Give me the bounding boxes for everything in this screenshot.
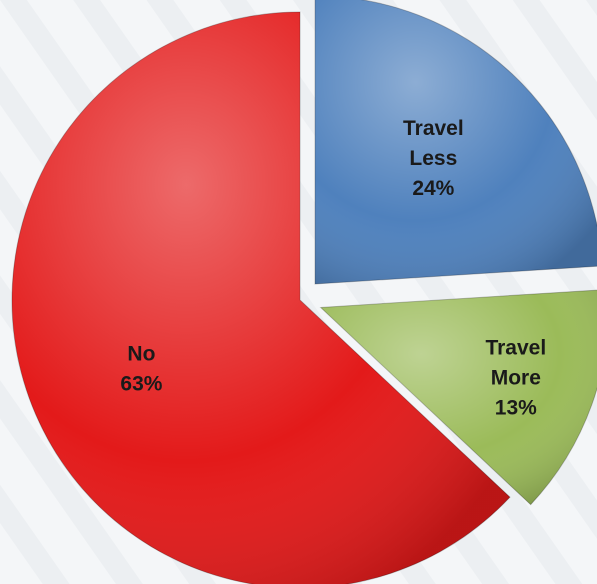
data-label-line: Travel <box>403 117 464 140</box>
pie-slice-shading-travel-less <box>315 0 597 284</box>
data-label-no: No 63% <box>120 343 162 396</box>
data-label-line: 24% <box>412 177 454 200</box>
data-label-line: No <box>127 343 155 366</box>
data-label-travel-less: Travel Less 24% <box>403 117 464 200</box>
pie-slice-shading-travel-more <box>320 290 597 505</box>
data-label-line: 13% <box>495 397 537 420</box>
data-label-line: Less <box>409 147 457 170</box>
data-label-line: 63% <box>120 373 162 396</box>
data-label-line: More <box>491 367 541 390</box>
data-label-travel-more: Travel More 13% <box>485 337 546 420</box>
pie-slice-shading-no <box>12 12 510 584</box>
data-label-line: Travel <box>485 337 546 360</box>
